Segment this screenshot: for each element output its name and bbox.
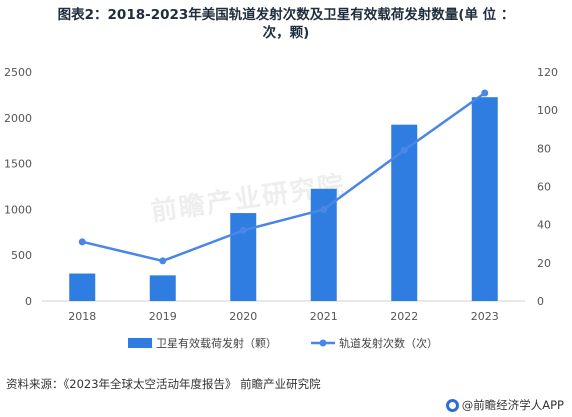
y-left-tick-label: 500 — [11, 249, 32, 262]
line-point — [320, 205, 328, 213]
x-tick-label: 2020 — [229, 310, 257, 323]
y-right-tick-label: 40 — [537, 219, 551, 232]
line-path — [81, 91, 486, 263]
bar — [310, 188, 337, 301]
line-point — [481, 89, 489, 97]
x-tick-label: 2023 — [471, 310, 499, 323]
bar — [391, 124, 418, 301]
y-right-tick-label: 100 — [537, 104, 558, 117]
y-axis-right: 0 20 40 60 80 100 120 — [537, 66, 558, 308]
y-left-tick-label: 2500 — [4, 66, 32, 79]
chart-title-line1: 图表2：2018-2023年美国轨道发射次数及卫星有效载荷发射数量(单 位 ： — [57, 7, 515, 23]
x-tick-label: 2018 — [68, 310, 96, 323]
y-left-tick-label: 0 — [25, 295, 32, 308]
source-note: 资料来源：《2023年全球太空活动年度报告》 前瞻产业研究院 — [6, 377, 321, 391]
chart-title: 图表2：2018-2023年美国轨道发射次数及卫星有效载荷发射数量(单 位 ： … — [0, 6, 572, 42]
x-axis: 2018 2019 2020 2021 2022 2023 — [68, 310, 499, 323]
line-point — [159, 257, 167, 265]
y-right-tick-label: 60 — [537, 181, 551, 194]
legend-label-line: 轨道发射次数（次） — [339, 336, 438, 350]
y-axis-left: 0 500 1000 1500 2000 2500 — [4, 66, 32, 308]
y-right-tick-label: 120 — [537, 66, 558, 79]
legend-swatch-point — [319, 339, 327, 347]
legend: 卫星有效载荷发射（颗） 轨道发射次数（次） — [128, 336, 438, 350]
line-point — [400, 146, 408, 154]
line-point — [78, 238, 86, 246]
x-tick-label: 2019 — [149, 310, 177, 323]
line-point — [239, 226, 247, 234]
bar-series — [69, 97, 498, 301]
y-left-tick-label: 2000 — [4, 112, 32, 125]
chart-title-line2: 次，颗) — [262, 25, 310, 41]
legend-swatch-bar — [128, 338, 152, 348]
y-right-tick-label: 0 — [537, 295, 544, 308]
bar — [471, 97, 498, 301]
brand-text: @前瞻经济学人APP — [461, 398, 564, 412]
combo-chart: 0 500 1000 1500 2000 2500 0 20 40 60 80 100 120 201… — [4, 66, 558, 350]
bar — [69, 273, 96, 301]
x-tick-label: 2021 — [310, 310, 338, 323]
legend-label-bar: 卫星有效载荷发射（颗） — [156, 336, 277, 350]
y-left-tick-label: 1500 — [4, 158, 32, 171]
line-series — [78, 89, 489, 265]
bar — [149, 275, 176, 301]
brand-logo-icon — [445, 398, 459, 412]
x-tick-label: 2022 — [390, 310, 418, 323]
y-right-tick-label: 80 — [537, 142, 551, 155]
y-left-tick-label: 1000 — [4, 203, 32, 216]
brand-credit: @前瞻经济学人APP — [445, 397, 564, 413]
y-right-tick-label: 20 — [537, 257, 551, 270]
bar — [230, 213, 257, 301]
